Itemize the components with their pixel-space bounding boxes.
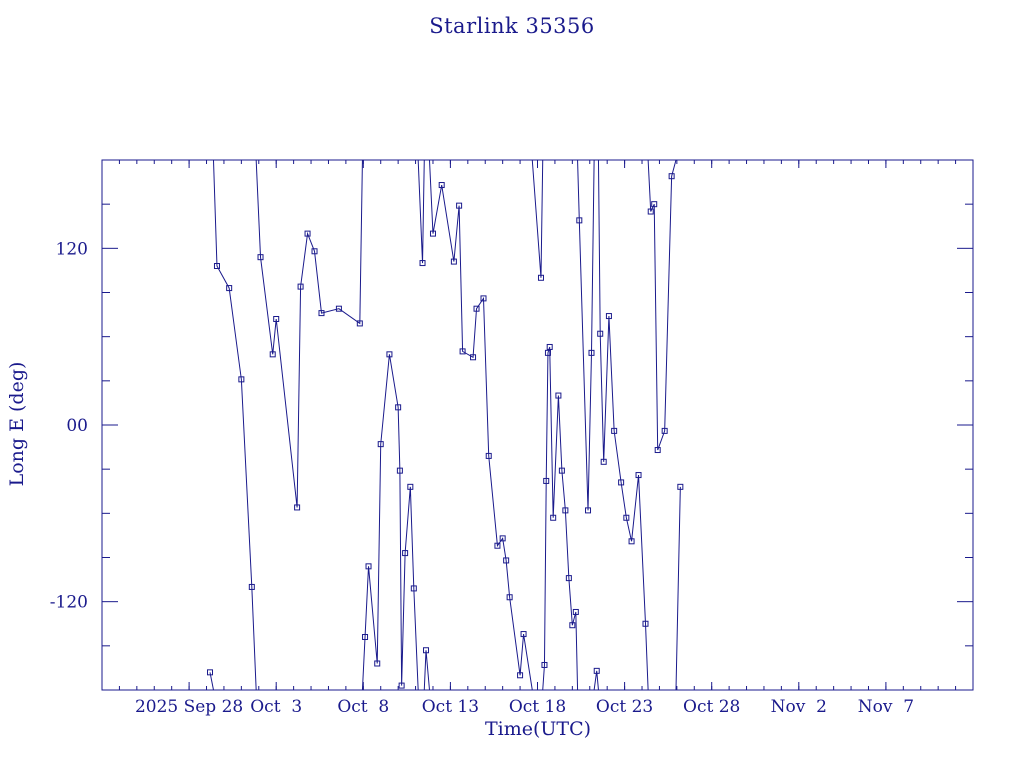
data-point bbox=[398, 682, 405, 689]
x-tick-label: Oct 28 bbox=[683, 697, 740, 717]
data-point bbox=[605, 313, 612, 320]
data-point bbox=[395, 404, 402, 411]
data-point bbox=[543, 477, 550, 484]
data-point bbox=[544, 349, 551, 356]
data-point bbox=[423, 647, 430, 654]
data-point bbox=[494, 542, 501, 549]
data-point bbox=[377, 441, 384, 448]
data-point bbox=[546, 343, 553, 350]
data-point bbox=[207, 669, 214, 676]
data-point bbox=[550, 514, 557, 521]
data-point bbox=[226, 285, 233, 292]
x-tick-label: 2025 Sep 28 bbox=[135, 697, 243, 717]
data-point bbox=[517, 672, 524, 679]
data-point bbox=[565, 575, 572, 582]
data-point bbox=[562, 507, 569, 514]
data-point bbox=[429, 230, 436, 237]
x-tick-label: Oct 8 bbox=[337, 697, 389, 717]
data-point bbox=[396, 467, 403, 474]
data-point bbox=[318, 310, 325, 317]
data-point bbox=[537, 274, 544, 281]
series-line bbox=[209, 160, 681, 690]
data-point bbox=[651, 201, 658, 208]
data-point bbox=[297, 283, 304, 290]
data-point bbox=[238, 376, 245, 383]
data-point bbox=[503, 557, 510, 564]
y-tick-label: 120 bbox=[56, 239, 88, 259]
data-point bbox=[470, 354, 477, 361]
x-tick-label: Nov 7 bbox=[858, 697, 914, 717]
x-tick-label: Nov 2 bbox=[771, 697, 827, 717]
data-point bbox=[635, 472, 642, 479]
data-point bbox=[362, 634, 369, 640]
y-tick-label: 00 bbox=[66, 416, 88, 436]
data-point bbox=[600, 458, 607, 465]
data-point bbox=[618, 479, 625, 486]
data-point bbox=[480, 295, 487, 302]
y-tick-label: -120 bbox=[50, 593, 88, 613]
plot-frame bbox=[101, 159, 974, 691]
data-point bbox=[499, 535, 506, 542]
chart-title: Starlink 35356 bbox=[429, 14, 595, 38]
data-point bbox=[668, 173, 675, 180]
data-point bbox=[677, 483, 684, 490]
data-point bbox=[419, 260, 426, 267]
x-tick-label: Oct 18 bbox=[509, 697, 566, 717]
data-point bbox=[593, 667, 600, 674]
data-point bbox=[585, 507, 592, 514]
data-point bbox=[410, 585, 417, 592]
data-point bbox=[450, 258, 457, 265]
data-point bbox=[269, 351, 276, 358]
data-point bbox=[520, 631, 527, 638]
x-tick-label: Oct 23 bbox=[596, 697, 653, 717]
data-point bbox=[642, 620, 649, 627]
data-point bbox=[569, 622, 576, 629]
data-point bbox=[628, 538, 635, 545]
data-point bbox=[273, 316, 280, 322]
data-point bbox=[576, 217, 583, 224]
data-point bbox=[506, 594, 513, 601]
data-point bbox=[473, 305, 480, 312]
data-point bbox=[438, 182, 445, 189]
data-point bbox=[335, 305, 342, 312]
x-tick-label: Oct 3 bbox=[250, 697, 302, 717]
data-point bbox=[647, 208, 654, 215]
data-point bbox=[407, 483, 414, 490]
data-point bbox=[572, 608, 579, 615]
data-point bbox=[304, 230, 311, 237]
data-point bbox=[257, 254, 264, 261]
data-point bbox=[558, 467, 565, 474]
data-point bbox=[611, 427, 618, 434]
data-point bbox=[311, 248, 318, 255]
data-point bbox=[365, 563, 372, 570]
data-point bbox=[374, 660, 381, 667]
x-axis-label: Time(UTC) bbox=[484, 718, 592, 740]
data-point bbox=[485, 452, 492, 459]
data-point bbox=[459, 348, 466, 355]
data-point bbox=[294, 504, 301, 511]
data-point bbox=[386, 351, 393, 358]
data-point bbox=[597, 330, 604, 337]
data-point bbox=[555, 392, 562, 399]
data-point bbox=[623, 514, 630, 521]
data-point bbox=[654, 447, 661, 454]
data-point bbox=[213, 263, 220, 269]
data-point bbox=[661, 427, 668, 434]
data-point bbox=[541, 661, 548, 668]
data-point bbox=[402, 550, 409, 557]
data-point bbox=[248, 583, 255, 590]
y-axis-label: Long E (deg) bbox=[6, 361, 28, 487]
data-point bbox=[456, 202, 463, 209]
x-tick-label: Oct 13 bbox=[422, 697, 479, 717]
data-point bbox=[588, 349, 595, 356]
data-point bbox=[356, 320, 363, 327]
